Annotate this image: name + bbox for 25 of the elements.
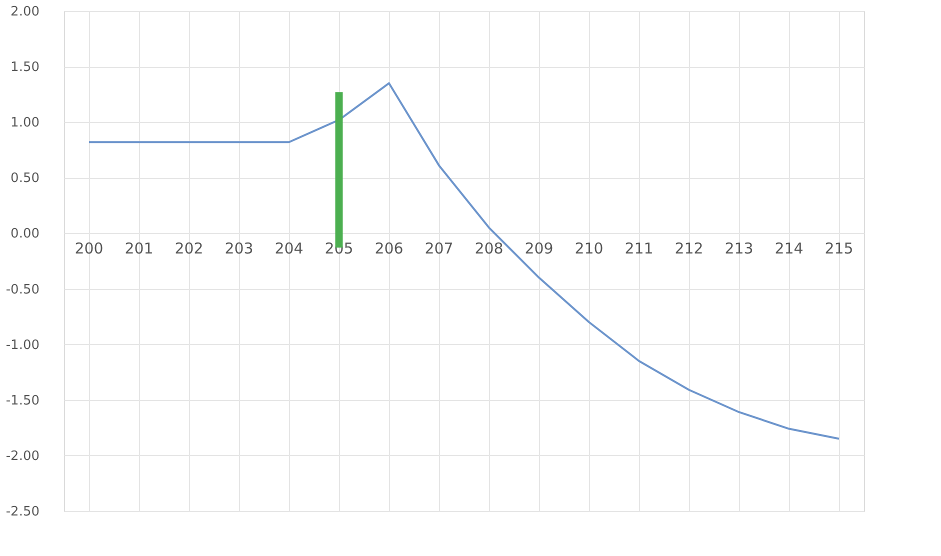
x-tick-label: 206 (374, 240, 404, 258)
y-tick-label: -2.50 (6, 504, 40, 520)
x-tick-label: 208 (474, 240, 504, 258)
y-tick-label: 2.00 (10, 4, 40, 20)
y-tick-label: 1.00 (10, 116, 40, 131)
y-tick-label: -2.00 (6, 448, 40, 464)
x-tick-label: 201 (124, 240, 154, 258)
x-tick-label: 203 (224, 240, 254, 258)
x-tick-label: 212 (674, 240, 704, 258)
x-tick-label: 214 (774, 240, 804, 258)
x-tick-label: 207 (424, 240, 454, 258)
y-tick-label: 1.50 (10, 60, 40, 76)
x-tick-label: 210 (574, 240, 604, 258)
y-tick-label: -1.50 (6, 393, 40, 408)
y-tick-label: 0.50 (10, 171, 40, 186)
x-tick-label: 211 (624, 240, 654, 258)
x-tick-label: 209 (524, 240, 554, 258)
y-tick-label: -0.50 (6, 282, 40, 298)
y-tick-label: -1.00 (6, 338, 40, 353)
x-tick-label: 204 (274, 240, 304, 258)
x-tick-label: 213 (724, 240, 754, 258)
x-tick-label: 200 (74, 240, 104, 258)
x-tick-label: 202 (174, 240, 204, 258)
x-tick-label: 215 (824, 240, 854, 258)
y-tick-label: 0.00 (10, 226, 40, 242)
